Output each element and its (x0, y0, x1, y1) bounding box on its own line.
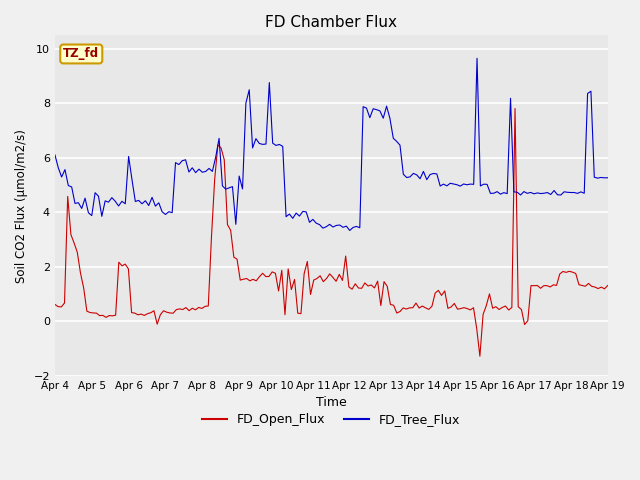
FD_Tree_Flux (473, 55, 481, 61)
FD_Open_Flux (476, 353, 484, 359)
FD_Tree_Flux (346, 228, 353, 233)
FD_Tree_Flux (205, 166, 213, 171)
FD_Open_Flux (74, 250, 81, 255)
FD_Open_Flux (58, 304, 65, 310)
FD_Tree_Flux (604, 175, 612, 180)
Line: FD_Tree_Flux: FD_Tree_Flux (55, 58, 608, 230)
FD_Tree_Flux (406, 174, 414, 180)
FD_Tree_Flux (423, 177, 431, 182)
FD_Open_Flux (511, 106, 519, 111)
FD_Tree_Flux (577, 189, 585, 195)
X-axis label: Time: Time (316, 396, 347, 409)
FD_Open_Flux (415, 305, 423, 311)
Legend: FD_Open_Flux, FD_Tree_Flux: FD_Open_Flux, FD_Tree_Flux (197, 408, 466, 431)
FD_Open_Flux (604, 283, 612, 288)
FD_Open_Flux (348, 286, 356, 292)
FD_Open_Flux (51, 301, 59, 307)
Text: TZ_fd: TZ_fd (63, 48, 99, 60)
FD_Tree_Flux (51, 152, 59, 158)
FD_Tree_Flux (600, 175, 608, 180)
Y-axis label: Soil CO2 Flux (μmol/m2/s): Soil CO2 Flux (μmol/m2/s) (15, 129, 28, 283)
FD_Open_Flux (460, 305, 468, 311)
Line: FD_Open_Flux: FD_Open_Flux (55, 108, 608, 356)
FD_Open_Flux (109, 313, 116, 319)
Title: FD Chamber Flux: FD Chamber Flux (266, 15, 397, 30)
FD_Tree_Flux (65, 183, 72, 189)
